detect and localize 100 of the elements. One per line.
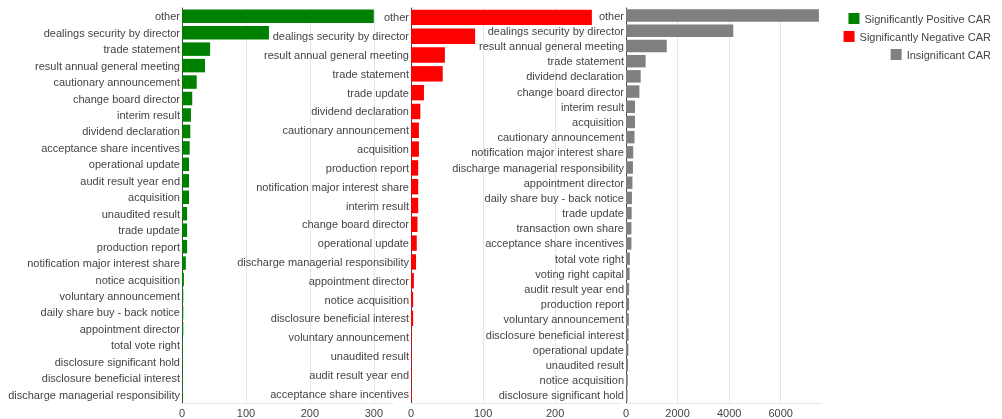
bar [182,141,190,155]
y-tick-label: unaudited result [101,207,180,220]
y-tick-label: discharge managerial responsibility [8,388,181,401]
y-tick-label: trade statement [332,67,409,80]
bar [626,222,632,235]
bar [626,237,632,250]
bar [626,161,633,174]
y-tick-label: acquisition [128,191,180,204]
y-tick-label: production report [96,240,180,253]
bar [411,178,419,195]
y-tick-label: other [598,9,625,22]
y-tick-label: cautionary announcement [497,131,624,144]
y-tick-label: interim result [561,100,624,113]
y-tick-label: notice acquisition [95,273,180,286]
bar [411,9,592,26]
x-tick-label: 200 [545,406,565,419]
bar [626,176,633,189]
bar [411,254,417,270]
y-tick-label: change board director [72,92,181,105]
legend-label: Significantly Positive CAR [864,12,992,25]
bar [626,130,635,144]
y-tick-label: disclosure significant hold [498,389,624,402]
y-tick-label: interim result [346,199,409,212]
x-tick-label: 6000 [768,406,793,419]
bar [182,157,190,172]
bar [182,42,211,56]
y-tick-label: notification major interest share [27,257,180,270]
y-tick-label: total vote right [554,252,624,265]
y-tick-label: operational update [88,158,180,171]
bar [411,141,419,157]
bar [411,310,414,327]
y-tick-label: change board director [516,85,625,98]
y-tick-label: trade statement [103,43,180,56]
bar [411,216,418,233]
y-tick-label: disclosure significant hold [54,355,180,368]
y-tick-label: dividend declaration [82,125,180,138]
bar [626,252,630,265]
y-tick-label: disclosure beneficial interest [270,312,409,325]
bar [182,206,188,221]
y-tick-label: change board director [301,218,410,231]
x-tick-label: 100 [473,406,493,419]
y-tick-label: appointment director [308,274,410,287]
y-tick-label: interim result [117,108,180,121]
y-tick-label: dealings security by director [487,24,625,37]
y-tick-label: production report [540,298,624,311]
y-tick-label: voluntary announcement [288,331,409,344]
y-tick-label: operational update [532,343,624,356]
y-tick-label: daily share buy - back notice [40,306,180,319]
y-tick-label: audit result year end [80,174,180,187]
y-tick-label: operational update [317,237,409,250]
x-tick-label: 100 [236,406,256,419]
legend-label: Insignificant CAR [906,48,992,61]
y-tick-label: trade statement [547,55,624,68]
bar [411,84,424,101]
bar [626,328,629,341]
y-tick-label: acceptance share incentives [41,141,181,154]
bar [626,9,819,22]
bar [626,206,632,220]
y-tick-label: cautionary announcement [53,76,180,89]
y-tick-label: production report [325,161,409,174]
bar [626,24,734,38]
bar [182,58,206,73]
y-tick-label: unaudited result [545,359,624,372]
bar [626,267,630,281]
y-tick-label: result annual general meeting [479,39,624,52]
bar [411,235,417,251]
bar [182,9,374,23]
y-tick-label: dividend declaration [526,70,624,83]
bar [626,85,640,98]
y-tick-label: unaudited result [330,349,409,362]
y-tick-label: appointment director [523,176,625,189]
y-tick-label: voluntary announcement [503,313,624,326]
bar [182,91,193,106]
bar [411,291,414,308]
bar [182,256,186,270]
y-tick-label: notification major interest share [256,180,409,193]
bar [182,25,269,40]
x-tick-label: 0 [622,406,630,419]
y-tick-label: notice acquisition [539,374,624,387]
y-tick-label: disclosure beneficial interest [41,372,180,385]
bar [626,70,641,83]
bar [626,313,629,326]
bar [411,197,419,214]
x-tick-label: 0 [407,406,415,419]
y-tick-label: result annual general meeting [264,49,409,62]
y-tick-label: notice acquisition [324,293,409,306]
y-tick-label: disclosure beneficial interest [485,328,624,341]
bar [411,122,419,138]
bar [411,47,445,63]
y-tick-label: voluntary announcement [59,290,180,303]
bar [411,160,419,176]
bar [182,75,197,89]
bar [626,191,632,205]
bar [411,103,421,120]
y-tick-label: other [154,10,181,23]
bar [182,223,188,237]
y-tick-label: transaction own share [516,222,624,235]
legend-label: Significantly Negative CAR [859,30,992,43]
y-tick-label: audit result year end [524,283,624,296]
x-tick-label: 300 [364,406,383,419]
